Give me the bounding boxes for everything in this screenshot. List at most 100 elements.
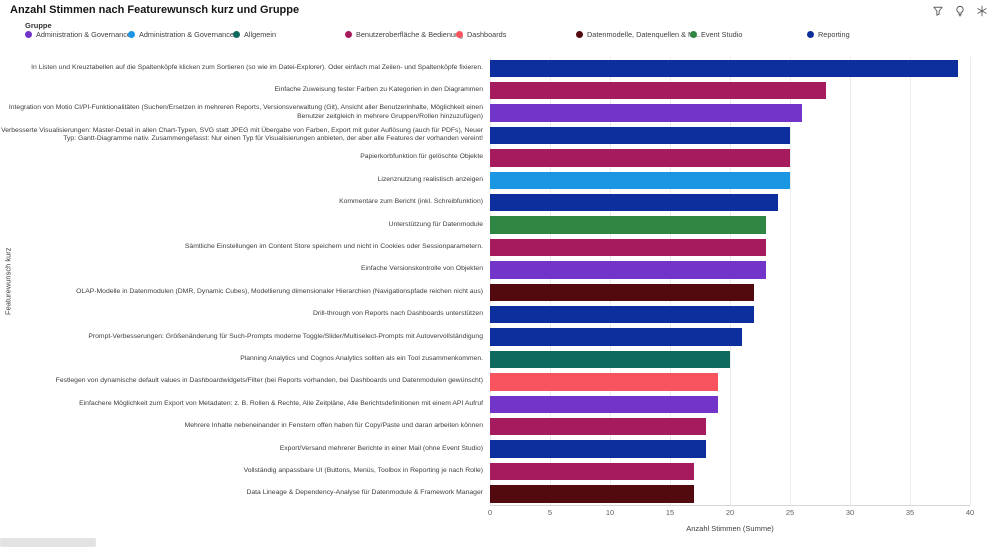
category-label-text: Vollständig anpassbare UI (Buttons, Menü… <box>243 467 483 475</box>
legend-item[interactable]: Event Studio <box>690 30 742 39</box>
legend-dot-icon <box>456 31 463 38</box>
bar-benutzeroberfl-che-bedienung[interactable] <box>490 462 694 481</box>
category-label: Integration von Motio CI/PI-Funktionalit… <box>0 102 483 124</box>
legend-item[interactable]: Reporting <box>807 30 850 39</box>
legend-item-label: Event Studio <box>701 30 743 39</box>
category-label: Prompt-Verbesserungen: Größenänderung fü… <box>0 326 483 348</box>
bar-dashboards[interactable] <box>490 373 718 391</box>
chart-toolbar <box>931 4 988 17</box>
bar-datenmodelle-datenquellen-m-[interactable] <box>490 283 754 301</box>
legend-item-label: Allgemein <box>244 30 277 39</box>
bar-event-studio[interactable] <box>490 216 766 234</box>
category-label: Einfache Versionskontrolle von Objekten <box>0 259 483 281</box>
category-label: Unterstützung für Datenmodule <box>0 214 483 236</box>
x-tick-label: 10 <box>605 508 615 517</box>
bar-reporting[interactable] <box>490 440 706 458</box>
legend-item[interactable]: Allgemein <box>233 30 276 39</box>
bar-benutzeroberfl-che-bedienung[interactable] <box>490 81 826 100</box>
bar-datenmodelle-datenquellen-m-[interactable] <box>490 485 694 503</box>
bar-reporting[interactable] <box>490 305 754 324</box>
legend-dot-icon <box>807 31 814 38</box>
bar-allgemein[interactable] <box>490 350 730 369</box>
table-row: Lizenznutzung realistisch anzeigen <box>0 169 1000 191</box>
legend-item-label: Benutzeroberfläche & Bedienung <box>356 30 464 39</box>
bar-administration-governance[interactable] <box>490 261 766 279</box>
category-label-text: Export/Versand mehrerer Berichte in eine… <box>279 444 483 452</box>
x-tick-label: 15 <box>665 508 675 517</box>
bar-administration-governance[interactable] <box>490 104 802 122</box>
x-tick-label: 25 <box>785 508 795 517</box>
snowflake-icon[interactable] <box>975 4 988 17</box>
category-label-text: Unterstützung für Datenmodule <box>388 220 483 228</box>
legend-item-label: Datenmodelle, Datenquellen & M... <box>587 30 701 39</box>
category-label-text: Sämtliche Einstellungen im Content Store… <box>184 243 483 251</box>
x-tick-label: 20 <box>725 508 735 517</box>
legend-item[interactable]: Administration & Governance <box>128 30 234 39</box>
category-label: Einfachere Möglichkeit zum Export von Me… <box>0 393 483 415</box>
category-label: Verbesserte Visualisierungen: Master-Det… <box>0 124 483 146</box>
table-row: Festlegen von dynamische default values … <box>0 371 1000 393</box>
bar-administration-governance[interactable] <box>490 171 790 189</box>
filter-icon[interactable] <box>931 4 944 17</box>
x-tick-label: 40 <box>965 508 975 517</box>
table-row: Planning Analytics und Cognos Analytics … <box>0 348 1000 370</box>
category-label-text: Einfachere Möglichkeit zum Export von Me… <box>79 399 483 407</box>
bar-reporting[interactable] <box>490 59 958 77</box>
table-row: Einfache Zuweisung fester Farben zu Kate… <box>0 79 1000 101</box>
legend-item-label: Administration & Governance <box>36 30 131 39</box>
table-row: Data Lineage & Dependency-Analyse für Da… <box>0 483 1000 505</box>
bar-benutzeroberfl-che-bedienung[interactable] <box>490 417 706 436</box>
bar-benutzeroberfl-che-bedienung[interactable] <box>490 238 766 257</box>
table-row: In Listen und Kreuztabellen auf die Spal… <box>0 57 1000 79</box>
category-label-text: In Listen und Kreuztabellen auf die Spal… <box>31 63 483 71</box>
y-axis-title: Featurewunsch kurz <box>3 247 13 315</box>
bar-benutzeroberfl-che-bedienung[interactable] <box>490 149 790 167</box>
x-axis-title: Anzahl Stimmen (Summe) <box>686 524 774 533</box>
table-row: Unterstützung für Datenmodule <box>0 214 1000 236</box>
bar-administration-governance[interactable] <box>490 395 718 413</box>
category-label-text: Planning Analytics und Cognos Analytics … <box>240 355 483 363</box>
category-label: Drill-through von Reports nach Dashboard… <box>0 303 483 325</box>
gridline <box>490 57 491 505</box>
gridline <box>670 57 671 505</box>
category-label: Lizenznutzung realistisch anzeigen <box>0 169 483 191</box>
legend-title: Gruppe <box>25 21 52 30</box>
gridline <box>550 57 551 505</box>
table-row: OLAP-Modelle in Datenmodulen (DMR, Dynam… <box>0 281 1000 303</box>
category-label-text: Festlegen von dynamische default values … <box>55 377 483 385</box>
legend-item[interactable]: Dashboards <box>456 30 506 39</box>
category-label-text: Prompt-Verbesserungen: Größenänderung fü… <box>88 332 483 340</box>
page-title: Anzahl Stimmen nach Featurewunsch kurz u… <box>10 4 300 16</box>
gridline <box>850 57 851 505</box>
bottom-left-artifact <box>0 538 96 547</box>
bar-reporting[interactable] <box>490 193 778 212</box>
legend-item-label: Dashboards <box>467 30 507 39</box>
category-label-text: Kommentare zum Bericht (inkl. Schreibfun… <box>339 198 483 206</box>
legend-item-label: Reporting <box>818 30 850 39</box>
bar-chart: In Listen und Kreuztabellen auf die Spal… <box>0 57 1000 506</box>
category-label-text: Papierkorbfunktion für gelöschte Objekte <box>360 153 483 161</box>
table-row: Mehrere Inhalte nebeneinander in Fenster… <box>0 415 1000 437</box>
bar-reporting[interactable] <box>490 328 742 346</box>
legend-item[interactable]: Administration & Governance <box>25 30 131 39</box>
x-tick-label: 35 <box>905 508 915 517</box>
category-label: Sämtliche Einstellungen im Content Store… <box>0 236 483 258</box>
category-label-text: Data Lineage & Dependency-Analyse für Da… <box>246 489 483 497</box>
gridline <box>610 57 611 505</box>
legend-item[interactable]: Benutzeroberfläche & Bedienung <box>345 30 463 39</box>
category-label: Data Lineage & Dependency-Analyse für Da… <box>0 483 483 505</box>
bar-reporting[interactable] <box>490 126 790 145</box>
gridline <box>790 57 791 505</box>
x-tick-label: 5 <box>547 508 553 517</box>
plot-area <box>490 57 971 506</box>
category-label-text: Integration von Motio CI/PI-Funktionalit… <box>8 104 483 120</box>
category-label-text: Verbesserte Visualisierungen: Master-Det… <box>1 126 483 143</box>
table-row: Einfache Versionskontrolle von Objekten <box>0 259 1000 281</box>
category-label: Festlegen von dynamische default values … <box>0 371 483 393</box>
category-label-text: OLAP-Modelle in Datenmodulen (DMR, Dynam… <box>76 287 483 295</box>
legend-item[interactable]: Datenmodelle, Datenquellen & M... <box>576 30 700 39</box>
table-row: Einfachere Möglichkeit zum Export von Me… <box>0 393 1000 415</box>
gridline <box>970 57 971 505</box>
table-row: Drill-through von Reports nach Dashboard… <box>0 303 1000 325</box>
lightbulb-icon[interactable] <box>953 4 966 17</box>
